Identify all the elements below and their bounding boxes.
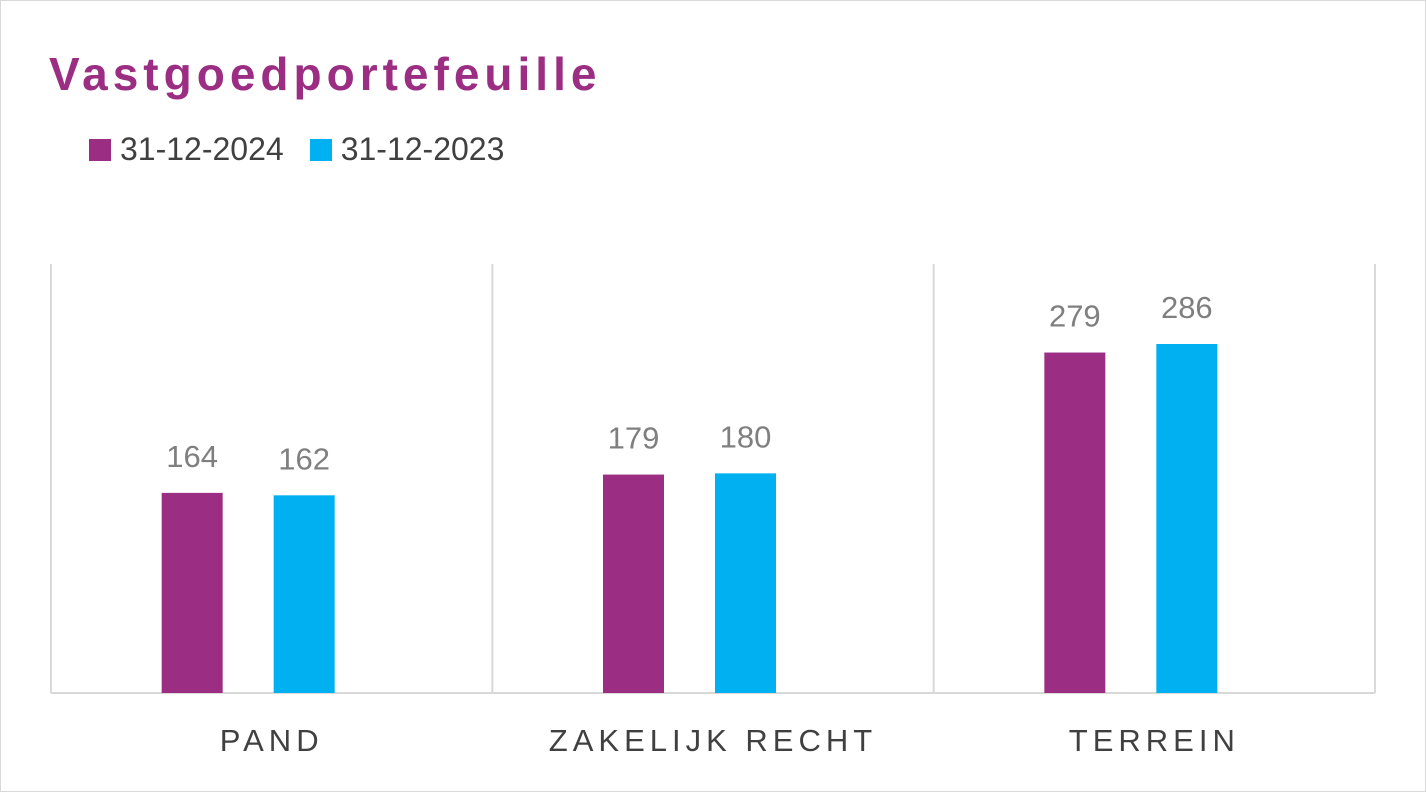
- bar-pand-series-1: [161, 492, 223, 693]
- x-tick-label: TERREIN: [1069, 723, 1240, 758]
- legend-item-series-2: 31-12-2023: [309, 131, 505, 168]
- bar-pand-series-2: [273, 495, 335, 693]
- legend-swatch-series-2: [309, 138, 332, 161]
- data-label: 179: [608, 421, 660, 456]
- data-label: 279: [1049, 299, 1101, 334]
- bar-zakelijk-recht-series-2: [715, 473, 776, 693]
- data-label: 286: [1161, 290, 1213, 325]
- legend-label-series-2: 31-12-2023: [340, 131, 505, 167]
- bar-zakelijk-recht-series-1: [603, 474, 664, 693]
- x-tick-label: ZAKELIJK RECHT: [549, 723, 877, 758]
- legend: 31-12-2024 31-12-2023: [89, 131, 530, 168]
- legend-item-series-1: 31-12-2024: [89, 131, 284, 168]
- bar-terrein-series-1: [1044, 352, 1106, 693]
- x-tick-label: PAND: [220, 723, 324, 758]
- data-label: 180: [720, 419, 772, 454]
- chart-title: Vastgoedportefeuille: [49, 48, 602, 100]
- legend-label-series-1: 31-12-2024: [120, 131, 284, 167]
- data-label: 162: [278, 441, 330, 476]
- bar-terrein-series-2: [1156, 344, 1218, 693]
- data-label: 164: [166, 439, 218, 474]
- legend-swatch-series-1: [89, 138, 111, 161]
